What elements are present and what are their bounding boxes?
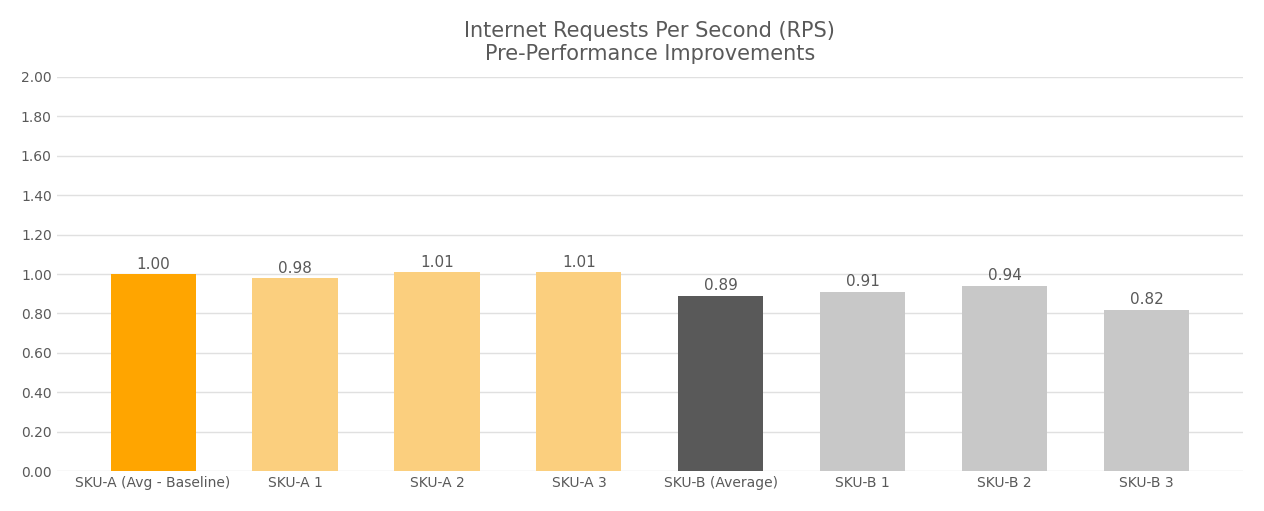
- Bar: [1103, 310, 1189, 471]
- Text: 0.98: 0.98: [278, 261, 312, 275]
- Title: Internet Requests Per Second (RPS)
Pre-Performance Improvements: Internet Requests Per Second (RPS) Pre-P…: [464, 21, 836, 64]
- Text: 0.91: 0.91: [846, 274, 880, 289]
- Text: 1.01: 1.01: [420, 254, 454, 270]
- Bar: [253, 278, 337, 471]
- Text: 0.94: 0.94: [987, 268, 1021, 284]
- Text: 0.82: 0.82: [1130, 292, 1164, 307]
- Text: 0.89: 0.89: [704, 278, 738, 293]
- Text: 1.01: 1.01: [562, 254, 595, 270]
- Bar: [679, 296, 763, 471]
- Bar: [394, 272, 479, 471]
- Bar: [962, 286, 1048, 471]
- Text: 1.00: 1.00: [137, 257, 169, 272]
- Bar: [110, 274, 196, 471]
- Bar: [536, 272, 622, 471]
- Bar: [820, 292, 905, 471]
